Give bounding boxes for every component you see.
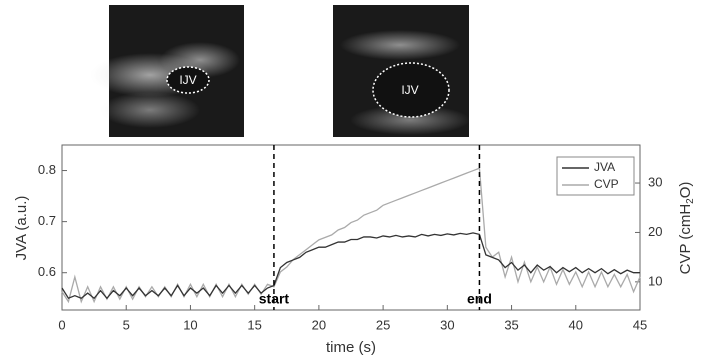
x-tick-label: 15 xyxy=(247,317,261,332)
x-tick-label: 0 xyxy=(58,317,65,332)
x-tick-label: 25 xyxy=(376,317,390,332)
event-label: end xyxy=(467,291,492,307)
ultrasound-left: IJV xyxy=(90,5,244,137)
legend-label: JVA xyxy=(594,160,615,174)
image-label: IJV xyxy=(401,83,418,97)
x-tick-label: 35 xyxy=(504,317,518,332)
y2-label-part: CVP (cmH xyxy=(677,204,694,275)
y-tick-label: 0.8 xyxy=(38,162,56,177)
y-tick-label: 0.6 xyxy=(38,264,56,279)
y2-axis-label: CVP (cmH2O) xyxy=(677,182,696,275)
x-tick-label: 10 xyxy=(183,317,197,332)
y-axis-label: JVA (a.u.) xyxy=(13,196,30,261)
series-line xyxy=(62,168,640,301)
x-tick-label: 30 xyxy=(440,317,454,332)
y2-label-part: O) xyxy=(677,182,694,199)
plot-frame xyxy=(62,145,640,310)
ultrasound-right: IJV xyxy=(333,5,470,137)
series-line xyxy=(62,233,640,298)
x-tick-label: 20 xyxy=(312,317,326,332)
y2-tick-label: 20 xyxy=(648,224,662,239)
x-axis-label: time (s) xyxy=(326,339,376,356)
x-tick-label: 40 xyxy=(569,317,583,332)
figure: IJV IJV time (s) JVA (a.u.) CVP (cmH2O) … xyxy=(0,0,709,362)
y-tick-label: 0.7 xyxy=(38,213,56,228)
x-tick-label: 45 xyxy=(633,317,647,332)
y2-tick-label: 10 xyxy=(648,273,662,288)
x-tick-label: 5 xyxy=(123,317,130,332)
y2-tick-label: 30 xyxy=(648,174,662,189)
event-label: start xyxy=(259,291,290,307)
image-label: IJV xyxy=(179,73,196,87)
legend-label: CVP xyxy=(594,177,619,191)
